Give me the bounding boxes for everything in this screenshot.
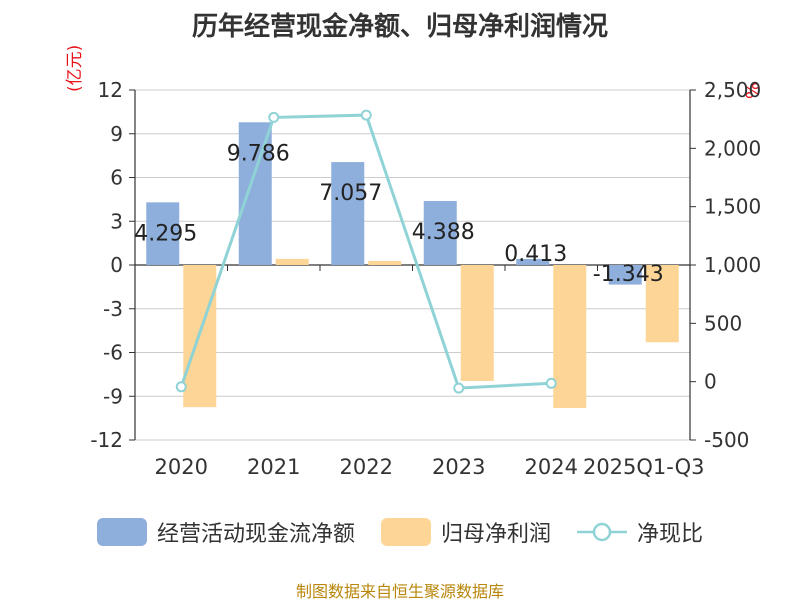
right-tick-label: 500 (704, 311, 742, 335)
point-ratio (453, 382, 465, 394)
left-tick-label: -3 (103, 297, 123, 321)
bar-cashflow (423, 201, 457, 265)
bar-profit (553, 265, 587, 408)
left-tick-label: 0 (110, 253, 123, 277)
legend: 经营活动现金流净额 归母净利润 净现比 (0, 516, 800, 548)
legend-label-cashflow: 经营活动现金流净额 (156, 522, 355, 547)
left-tick-label: -6 (103, 341, 123, 365)
bar-cashflow (516, 258, 550, 265)
bar-cashflow (331, 162, 365, 265)
data-label-cashflow: -1.343 (593, 262, 664, 287)
legend-item-cashflow[interactable]: 经营活动现金流净额 (96, 516, 355, 548)
data-label-cashflow: 9.786 (227, 141, 290, 166)
legend-item-profit[interactable]: 归母净利润 (380, 516, 551, 548)
x-tick-label: 2022 (340, 455, 393, 479)
legend-swatch-profit (380, 518, 431, 546)
data-label-cashflow: 7.057 (319, 181, 382, 206)
x-tick-label: 2021 (247, 455, 300, 479)
right-tick-label: -500 (704, 428, 749, 452)
legend-item-ratio[interactable]: 净现比 (577, 516, 703, 548)
bar-profit (645, 265, 679, 343)
bar-profit (460, 265, 494, 381)
bar-cashflow (238, 122, 272, 265)
x-tick-label: 2024 (525, 455, 578, 479)
left-tick-label: 6 (110, 166, 123, 190)
bar-profit (275, 258, 309, 265)
point-ratio (268, 111, 280, 123)
right-tick-label: 2,500 (704, 78, 761, 102)
legend-label-ratio: 净现比 (637, 522, 704, 547)
left-tick-label: 12 (98, 78, 123, 102)
legend-swatch-ratio (577, 522, 627, 542)
data-label-cashflow: 4.295 (134, 221, 197, 246)
left-tick-label: -12 (90, 428, 123, 452)
x-tick-label: 2020 (155, 455, 208, 479)
left-tick-label: 3 (110, 209, 123, 233)
data-label-cashflow: 4.388 (412, 220, 475, 245)
right-tick-label: 1,000 (704, 253, 761, 277)
data-label-cashflow: 0.413 (504, 242, 567, 267)
right-tick-label: 2,000 (704, 136, 761, 160)
chart-title: 历年经营现金净额、归母净利润情况 (191, 12, 608, 42)
x-tick-label: 2023 (432, 455, 485, 479)
source-footer: 制图数据来自恒生聚源数据库 (295, 582, 504, 601)
point-ratio (175, 381, 187, 393)
right-tick-label: 0 (704, 370, 717, 394)
left-tick-label: 9 (110, 122, 123, 146)
bar-cashflow (608, 265, 642, 285)
bar-profit (368, 260, 402, 265)
left-tick-label: -9 (103, 384, 123, 408)
bar-cashflow (146, 202, 180, 265)
point-ratio (545, 377, 557, 389)
legend-swatch-cashflow (96, 518, 147, 546)
legend-label-profit: 归母净利润 (440, 522, 551, 547)
right-tick-label: 1,500 (704, 195, 761, 219)
point-ratio (360, 109, 372, 121)
x-tick-label: 2025Q1-Q3 (583, 455, 705, 479)
